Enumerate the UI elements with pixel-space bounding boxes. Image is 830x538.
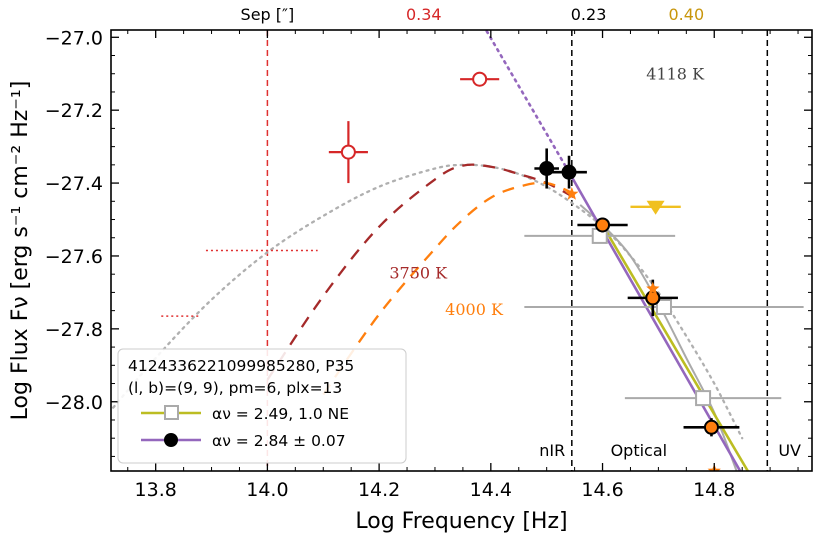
legend-title-line1: 4124336221099985280, P35 xyxy=(128,357,354,375)
y-tick-label: −27.6 xyxy=(45,246,103,268)
bb-4000-curve xyxy=(322,181,576,396)
x-tick-label: 14.2 xyxy=(358,479,400,501)
x-tick-label: 13.8 xyxy=(135,479,177,501)
x-tick-label: 14.6 xyxy=(581,479,623,501)
gray-square-point xyxy=(655,298,672,315)
temperature-label: 3750 K xyxy=(389,263,448,282)
y-tick-label: −27.2 xyxy=(45,100,103,122)
bb-3750-curve xyxy=(266,163,576,381)
x-tick-label: 14.4 xyxy=(470,479,512,501)
y-tick-label: −28.0 xyxy=(45,392,103,414)
black-filled-point xyxy=(561,164,577,180)
y-tick-label: −27.4 xyxy=(45,173,103,195)
y-tick-label: −27.8 xyxy=(45,319,103,341)
y-tick-label: −27.0 xyxy=(45,27,103,49)
purple-fit-extension xyxy=(484,30,571,174)
separation-label: Sep [″] xyxy=(241,5,295,24)
legend: 4124336221099985280, P35 (l, b)=(9, 9), … xyxy=(117,348,407,464)
axes: 13.8 14.0 14.2 14.4 14.6 14.8 −27.0 −27.2 −27.4 −… xyxy=(8,27,812,534)
legend-box xyxy=(117,348,407,464)
gray-square-point xyxy=(695,390,712,407)
plot-frame xyxy=(110,29,813,472)
legend-filled-circle-marker xyxy=(164,433,178,447)
orange-star-point xyxy=(565,187,579,200)
legend-entry-olive: αν = 2.49, 1.0 NE xyxy=(212,405,349,423)
orange-star-point xyxy=(646,281,660,295)
separation-label: 0.40 xyxy=(669,5,705,24)
temperature-label: 4118 K xyxy=(646,65,705,84)
plot-area xyxy=(111,30,804,471)
bb-gray-curve xyxy=(111,163,744,440)
x-tick-label: 14.8 xyxy=(693,479,735,501)
red-open-circle-point xyxy=(340,144,356,160)
red-open-circle-point xyxy=(472,71,488,87)
x-axis-title: Log Frequency [Hz] xyxy=(355,509,567,534)
fit-olive-line xyxy=(601,224,749,471)
black-filled-point xyxy=(539,160,555,176)
region-label: nIR xyxy=(539,441,565,460)
temperature-label: 4000 K xyxy=(445,300,504,319)
legend-title-line2: (l, b)=(9, 9), pm=6, plx=13 xyxy=(128,379,342,397)
orange-filled-point xyxy=(595,217,611,233)
region-label: UV xyxy=(778,441,801,460)
separation-label: 0.34 xyxy=(406,5,442,24)
separation-label: 0.23 xyxy=(571,5,607,24)
annotations: Sep [″] 0.34 0.23 0.40 nIR Optical UV 4118 K 375… xyxy=(241,5,801,460)
orange-filled-point xyxy=(703,419,719,435)
y-axis-title: Log Flux Fν [erg s⁻¹ cm⁻² Hz⁻¹] xyxy=(8,81,33,421)
x-tick-label: 14.0 xyxy=(246,479,288,501)
legend-open-square-marker xyxy=(164,405,179,420)
legend-entry-purple: αν = 2.84 ± 0.07 xyxy=(212,432,346,450)
region-label: Optical xyxy=(611,441,668,460)
orange-filled-point xyxy=(645,290,661,306)
yellow-limit-triangle xyxy=(646,200,665,215)
